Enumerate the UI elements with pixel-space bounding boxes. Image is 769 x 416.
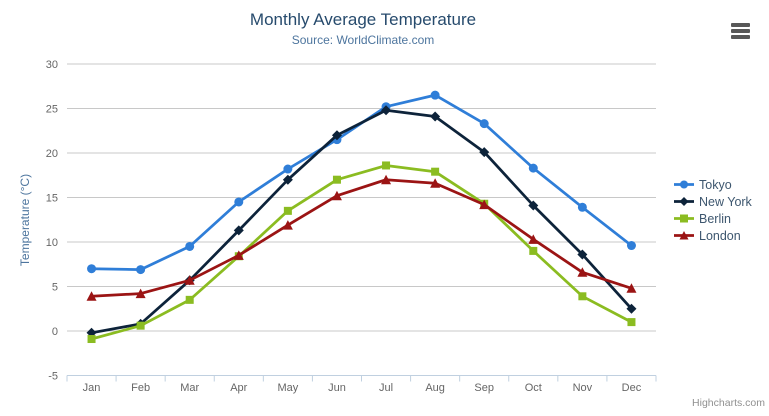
x-axis-label: Dec: [622, 382, 642, 394]
x-axis-label: Sep: [474, 382, 494, 394]
y-axis-label: 15: [46, 193, 58, 205]
y-axis-label: 0: [52, 326, 58, 338]
data-point[interactable]: [135, 288, 146, 299]
data-point[interactable]: [382, 161, 391, 170]
highcharts-credit[interactable]: Highcharts.com: [692, 397, 765, 409]
data-point[interactable]: [626, 283, 637, 293]
legend-label: Tokyo: [699, 177, 732, 192]
data-point[interactable]: [234, 197, 244, 207]
data-point[interactable]: [529, 246, 538, 255]
legend-marker: [680, 180, 688, 189]
x-axis-label: Jul: [379, 382, 393, 394]
data-point[interactable]: [430, 90, 440, 100]
hamburger-icon: [731, 35, 750, 39]
data-point[interactable]: [283, 164, 293, 174]
x-axis-label: Jun: [328, 382, 346, 394]
legend-symbol-triangle-icon: [674, 231, 694, 240]
data-point[interactable]: [578, 292, 587, 301]
y-axis-label: -5: [48, 371, 58, 383]
data-point[interactable]: [184, 275, 195, 285]
y-axis-label: 10: [46, 237, 58, 249]
data-point[interactable]: [479, 199, 490, 210]
x-axis-label: Oct: [525, 382, 542, 394]
series-tokyo: [87, 90, 636, 275]
data-point[interactable]: [283, 206, 292, 215]
chart-subtitle: Source: WorldClimate.com: [291, 33, 435, 47]
legend-marker: [679, 231, 689, 240]
data-point[interactable]: [185, 295, 194, 304]
legend-label: Berlin: [699, 211, 731, 226]
data-point[interactable]: [577, 267, 588, 277]
legend: Tokyo New York Berlin London: [674, 176, 752, 244]
y-axis-title: Temperature (°C): [18, 173, 32, 267]
data-point[interactable]: [577, 249, 588, 260]
data-point[interactable]: [626, 303, 637, 314]
data-point[interactable]: [233, 225, 244, 236]
data-point[interactable]: [381, 174, 392, 185]
data-point[interactable]: [381, 105, 392, 116]
legend-item-new-york[interactable]: New York: [674, 193, 752, 210]
legend-marker: [680, 214, 688, 223]
legend-symbol-diamond-icon: [674, 197, 694, 206]
legend-item-tokyo[interactable]: Tokyo: [674, 176, 752, 193]
data-point[interactable]: [479, 147, 490, 158]
data-point[interactable]: [528, 234, 539, 244]
data-point[interactable]: [479, 119, 489, 129]
series-line-new-york[interactable]: [90, 108, 633, 335]
x-axis-label: Nov: [573, 382, 593, 394]
data-point[interactable]: [577, 202, 587, 212]
series-line-berlin[interactable]: [90, 164, 633, 341]
data-point[interactable]: [528, 200, 539, 211]
data-point[interactable]: [431, 167, 440, 176]
x-axis-label: Jan: [83, 382, 101, 394]
data-point[interactable]: [627, 318, 636, 327]
legend-label: New York: [699, 194, 752, 209]
chart-title: Monthly Average Temperature: [249, 10, 477, 29]
data-point[interactable]: [87, 335, 96, 344]
data-point[interactable]: [282, 220, 293, 230]
hamburger-icon: [731, 29, 750, 33]
legend-item-london[interactable]: London: [674, 227, 752, 244]
data-point[interactable]: [87, 264, 97, 274]
data-point[interactable]: [136, 265, 146, 275]
data-point[interactable]: [331, 190, 342, 201]
data-point[interactable]: [332, 175, 341, 184]
y-axis-label: 25: [46, 104, 58, 116]
legend-label: London: [699, 228, 741, 243]
legend-marker: [679, 197, 689, 206]
data-point[interactable]: [430, 178, 441, 188]
y-axis-label: 30: [46, 59, 58, 71]
legend-symbol-square-icon: [674, 214, 694, 223]
x-axis-label: Feb: [131, 382, 150, 394]
y-axis-label: 5: [52, 282, 58, 294]
series-new-york: [86, 105, 637, 338]
legend-symbol-circle-icon: [674, 180, 694, 189]
x-axis-label: Aug: [425, 382, 445, 394]
x-axis-label: Apr: [230, 382, 247, 394]
y-axis-label: 20: [46, 148, 58, 160]
data-point[interactable]: [626, 241, 636, 251]
x-axis-label: May: [277, 382, 298, 394]
data-point[interactable]: [528, 163, 538, 173]
data-point[interactable]: [331, 130, 342, 141]
hamburger-icon: [731, 23, 750, 27]
data-point[interactable]: [86, 291, 97, 301]
series-line-london[interactable]: [90, 178, 633, 298]
data-point[interactable]: [282, 174, 293, 185]
export-menu-button[interactable]: [730, 22, 751, 40]
data-point[interactable]: [233, 250, 244, 260]
legend-item-berlin[interactable]: Berlin: [674, 210, 752, 227]
series-london: [86, 174, 637, 301]
data-point[interactable]: [430, 111, 441, 122]
data-point[interactable]: [185, 241, 195, 251]
data-point[interactable]: [136, 321, 145, 330]
x-axis-label: Mar: [180, 382, 199, 394]
